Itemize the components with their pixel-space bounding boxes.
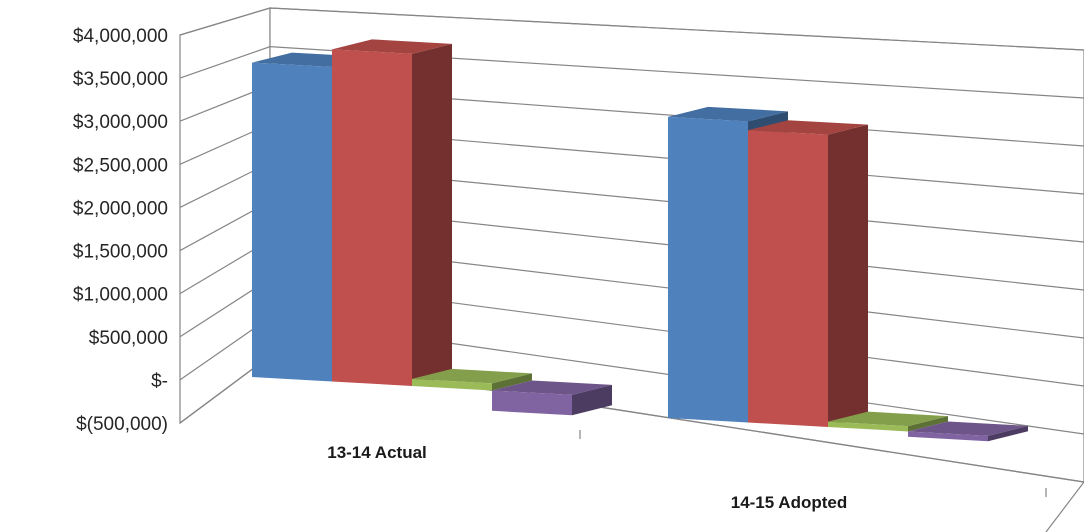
gridline	[179, 7, 1084, 51]
bar-side-face	[828, 124, 868, 427]
bar-top-face	[828, 411, 948, 427]
bar	[412, 368, 532, 391]
x-category-label: 14-15 Adopted	[731, 493, 848, 512]
bar-side-face	[412, 43, 452, 386]
y-tick-label: $-	[151, 371, 168, 392]
bar-top-face	[332, 39, 452, 54]
bar-top-face	[412, 368, 532, 384]
bar-front-face	[668, 116, 748, 423]
bars	[252, 39, 1028, 442]
bar-front-face	[908, 431, 988, 442]
y-tick-label: $1,500,000	[73, 242, 168, 263]
y-tick-label: $2,000,000	[73, 198, 168, 219]
bar-front-face	[412, 378, 492, 391]
bar	[748, 120, 868, 427]
y-tick-label: $3,000,000	[73, 112, 168, 133]
bar-front-face	[828, 421, 908, 432]
bar	[828, 411, 948, 432]
bar	[492, 380, 612, 416]
y-tick-label: $3,500,000	[73, 69, 168, 90]
bar-top-face	[908, 421, 1028, 436]
bar-front-face	[252, 62, 332, 382]
x-axis-category-labels: 13-14 Actual 14-15 Adopted	[327, 430, 1047, 512]
bar-front-face	[492, 390, 572, 416]
bar-front-face	[332, 49, 412, 386]
y-tick-label: $(500,000)	[76, 414, 168, 435]
bar-front-face	[748, 130, 828, 427]
bar	[332, 39, 452, 386]
bar-side-face	[572, 384, 612, 416]
bar	[908, 421, 1028, 442]
bar-side-face	[908, 416, 948, 432]
y-tick-label: $1,000,000	[73, 285, 168, 306]
x-category-label: 13-14 Actual	[327, 443, 427, 462]
bar-top-face	[668, 106, 788, 122]
bar-top-face	[492, 380, 612, 395]
y-tick-label: $2,500,000	[73, 155, 168, 176]
bar-side-face	[988, 425, 1028, 442]
y-axis-tick-labels: $(500,000) $- $500,000 $1,000,000 $1,500,000…	[73, 26, 168, 435]
bar-top-face	[748, 120, 868, 135]
y-tick-label: $4,000,000	[73, 26, 168, 47]
gridline	[179, 46, 1084, 99]
bar-side-face	[492, 373, 532, 391]
y-tick-label: $500,000	[89, 328, 168, 349]
